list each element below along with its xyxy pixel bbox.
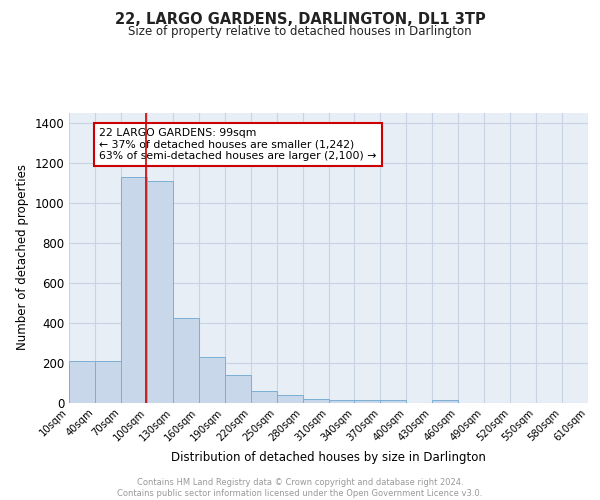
Bar xyxy=(225,374,251,402)
Y-axis label: Number of detached properties: Number of detached properties xyxy=(16,164,29,350)
Bar xyxy=(355,400,380,402)
Text: 22 LARGO GARDENS: 99sqm
← 37% of detached houses are smaller (1,242)
63% of semi: 22 LARGO GARDENS: 99sqm ← 37% of detache… xyxy=(99,128,377,160)
Bar xyxy=(433,400,458,402)
Bar xyxy=(302,398,329,402)
Bar xyxy=(380,400,406,402)
Text: 22, LARGO GARDENS, DARLINGTON, DL1 3TP: 22, LARGO GARDENS, DARLINGTON, DL1 3TP xyxy=(115,12,485,28)
Bar xyxy=(277,394,302,402)
Bar xyxy=(329,400,355,402)
Bar xyxy=(251,390,277,402)
Bar xyxy=(199,356,224,403)
Bar xyxy=(121,176,147,402)
Bar xyxy=(95,360,121,403)
Bar xyxy=(173,318,199,402)
Text: Size of property relative to detached houses in Darlington: Size of property relative to detached ho… xyxy=(128,25,472,38)
X-axis label: Distribution of detached houses by size in Darlington: Distribution of detached houses by size … xyxy=(171,451,486,464)
Bar xyxy=(69,360,95,403)
Bar xyxy=(147,180,173,402)
Text: Contains HM Land Registry data © Crown copyright and database right 2024.
Contai: Contains HM Land Registry data © Crown c… xyxy=(118,478,482,498)
